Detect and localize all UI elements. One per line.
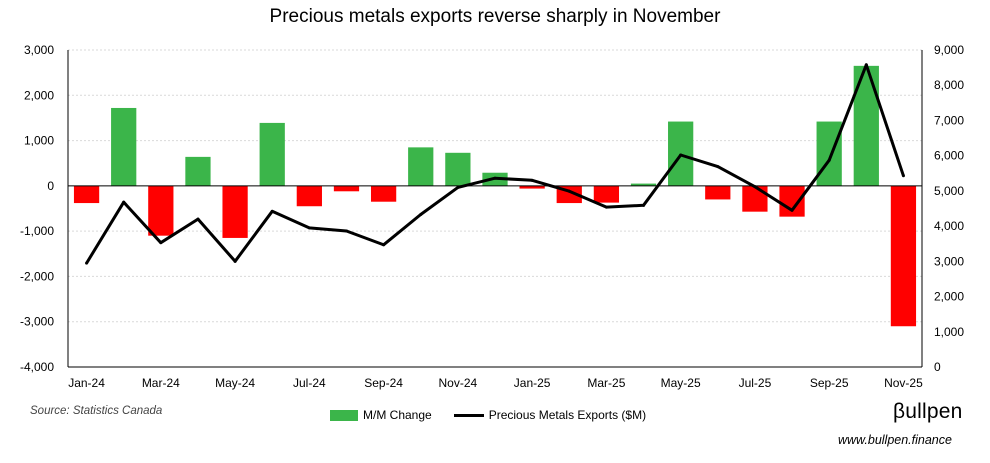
bar-mm-change [816, 121, 842, 186]
bar-mm-change [259, 122, 285, 186]
point-exports [159, 241, 163, 245]
bar-mm-change [742, 185, 768, 212]
point-exports [827, 158, 831, 162]
legend-item-mm-change: M/M Change [330, 408, 432, 422]
point-exports [530, 178, 534, 182]
x-tick-label: May-25 [661, 376, 701, 390]
bar-mm-change [222, 185, 248, 238]
bar-mm-change [408, 147, 434, 186]
bar-mm-change [890, 185, 917, 327]
y-left-tick-label: 2,000 [24, 88, 54, 102]
y-right-tick-label: 4,000 [934, 219, 964, 233]
bar-mm-change [445, 152, 471, 186]
point-exports [456, 185, 460, 189]
point-exports [642, 203, 646, 207]
y-right-tick-label: 1,000 [934, 325, 964, 339]
bar-mm-change [630, 183, 657, 186]
x-tick-label: Mar-24 [142, 376, 180, 390]
bar-mm-change [333, 185, 360, 192]
bar-mm-change [296, 185, 322, 207]
point-exports [790, 208, 794, 212]
point-exports [233, 259, 237, 263]
point-exports [307, 226, 311, 230]
y-left-tick-label: -4,000 [20, 360, 54, 374]
x-tick-label: Jan-25 [514, 376, 551, 390]
x-tick-label: Jan-24 [68, 376, 105, 390]
y-left-tick-label: 3,000 [24, 43, 54, 57]
y-left-tick-label: -1,000 [20, 224, 54, 238]
legend-swatch-line [453, 413, 484, 417]
bar-mm-change [148, 185, 174, 236]
y-left-tick-label: 0 [47, 179, 54, 193]
x-tick-label: Jul-24 [293, 376, 326, 390]
x-tick-label: Sep-24 [364, 376, 403, 390]
y-right-tick-label: 0 [934, 360, 941, 374]
x-tick-label: Sep-25 [810, 376, 849, 390]
bar-mm-change [73, 185, 100, 204]
point-exports [716, 165, 720, 169]
y-left-tick-label: -2,000 [20, 269, 54, 283]
legend: M/M Change Precious Metals Exports ($M) [330, 408, 668, 422]
y-left-tick-label: 1,000 [24, 134, 54, 148]
source-note: Source: Statistics Canada [30, 405, 163, 417]
legend-swatch-bar [330, 409, 358, 421]
point-exports [344, 229, 348, 233]
bar-mm-change [370, 185, 397, 202]
point-exports [864, 63, 868, 67]
point-exports [419, 212, 423, 216]
point-exports [901, 174, 905, 178]
bar-mm-change [779, 185, 805, 217]
x-tick-label: Jul-25 [739, 376, 772, 390]
legend-item-exports: Precious Metals Exports ($M) [453, 408, 647, 422]
x-tick-label: Nov-25 [884, 376, 923, 390]
bar-mm-change [185, 156, 211, 186]
point-exports [85, 261, 89, 265]
point-exports [122, 200, 126, 204]
point-exports [567, 189, 571, 193]
y-right-tick-label: 8,000 [934, 78, 964, 92]
bar-mm-change [705, 185, 731, 200]
y-right-tick-label: 2,000 [934, 290, 964, 304]
x-tick-label: May-24 [215, 376, 255, 390]
legend-label-mm-change: M/M Change [363, 408, 432, 422]
point-exports [270, 209, 274, 213]
website-link[interactable]: www.bullpen.finance [838, 433, 952, 447]
bar-mm-change [519, 185, 545, 189]
x-tick-label: Mar-25 [587, 376, 625, 390]
point-exports [196, 217, 200, 221]
chart-title: Precious metals exports reverse sharply … [269, 6, 721, 27]
point-exports [753, 185, 757, 189]
y-right-tick-label: 9,000 [934, 43, 964, 57]
point-exports [382, 243, 386, 247]
y-left-tick-label: -3,000 [20, 315, 54, 329]
point-exports [604, 205, 608, 209]
bar-mm-change [593, 185, 620, 203]
y-right-tick-label: 7,000 [934, 113, 964, 127]
point-exports [493, 176, 497, 180]
legend-label-exports: Precious Metals Exports ($M) [488, 408, 647, 422]
brand-logo: βullpen [893, 400, 963, 423]
y-right-tick-label: 6,000 [934, 149, 964, 163]
bar-mm-change [111, 107, 137, 186]
point-exports [679, 153, 683, 157]
x-tick-label: Nov-24 [439, 376, 478, 390]
y-right-tick-label: 5,000 [934, 184, 964, 198]
y-right-tick-label: 3,000 [934, 254, 964, 268]
